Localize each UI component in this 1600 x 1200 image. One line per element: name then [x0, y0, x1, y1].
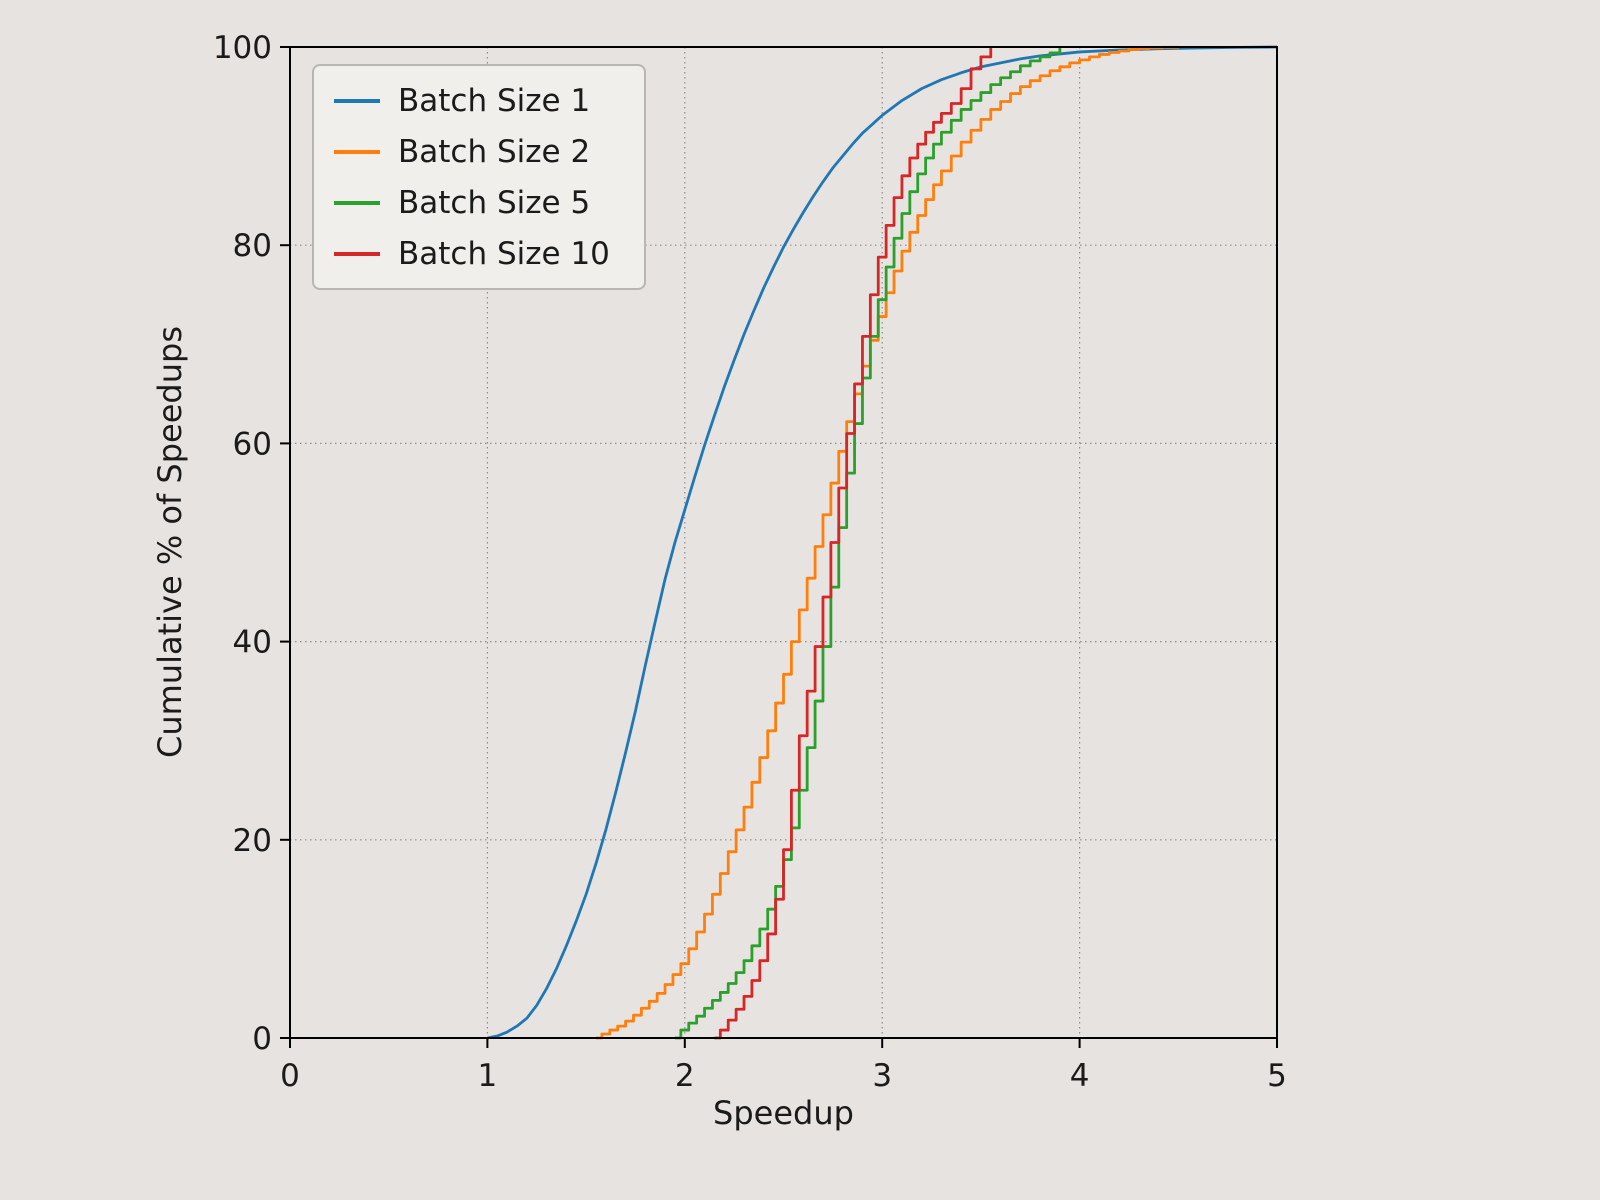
x-tick-label: 1 — [478, 1058, 498, 1094]
y-tick-label: 20 — [233, 823, 272, 859]
x-tick-label: 5 — [1267, 1058, 1287, 1094]
y-tick-label: 100 — [213, 30, 272, 66]
y-axis-title: Cumulative % of Speedups — [151, 326, 189, 758]
series-line-batch-size-1 — [487, 45, 1278, 1040]
y-tick-label: 40 — [233, 625, 272, 661]
y-tick-label: 0 — [252, 1021, 272, 1057]
legend: Batch Size 1 Batch Size 2 Batch Size 5 B… — [312, 64, 646, 290]
legend-line-swatch-orange — [334, 149, 380, 154]
x-tick-label: 4 — [1070, 1058, 1090, 1094]
legend-label: Batch Size 2 — [398, 133, 591, 170]
x-tick-label: 0 — [280, 1058, 300, 1094]
legend-label: Batch Size 5 — [398, 184, 591, 221]
legend-label: Batch Size 10 — [398, 235, 610, 272]
y-tick-label: 60 — [233, 426, 272, 462]
legend-item-batch-size-2: Batch Size 2 — [334, 131, 610, 172]
legend-line-swatch-blue — [334, 98, 380, 103]
legend-item-batch-size-1: Batch Size 1 — [334, 80, 610, 121]
series-line-batch-size-2 — [595, 45, 1180, 1040]
series-line-batch-size-10 — [714, 47, 993, 1040]
x-axis-title: Speedup — [713, 1094, 854, 1132]
legend-line-swatch-green — [334, 200, 380, 205]
legend-item-batch-size-5: Batch Size 5 — [334, 182, 610, 223]
legend-line-swatch-red — [334, 251, 380, 256]
series-line-batch-size-5 — [674, 47, 1062, 1040]
y-tick-label: 80 — [233, 228, 272, 264]
legend-item-batch-size-10: Batch Size 10 — [334, 233, 610, 274]
x-tick-label: 3 — [872, 1058, 892, 1094]
legend-label: Batch Size 1 — [398, 82, 591, 119]
x-tick-label: 2 — [675, 1058, 695, 1094]
axes-spines — [289, 46, 1278, 1039]
